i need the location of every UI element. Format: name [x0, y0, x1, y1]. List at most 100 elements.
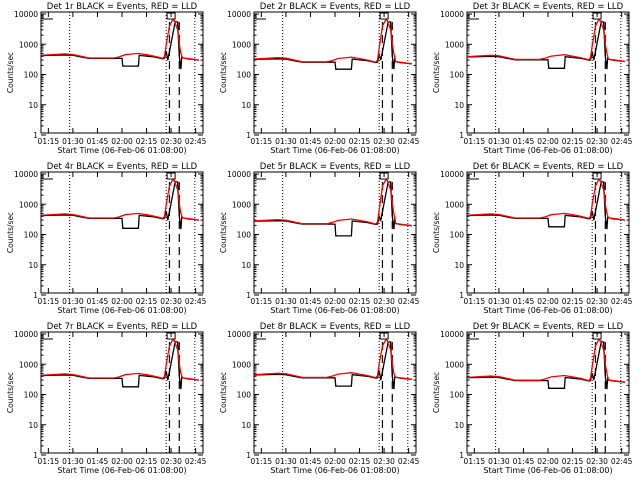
y-tick-label: 10 [241, 101, 251, 110]
x-axis-label: Start Time (06-Feb-06 01:08:00) [270, 306, 399, 315]
y-axis-label: Counts/sec [6, 52, 15, 93]
x-tick-label: 01:15 [251, 137, 273, 146]
series-events-line [41, 341, 199, 390]
y-tick-label: 1 [33, 131, 38, 140]
x-tick-label: 01:15 [38, 137, 60, 146]
x-axis-label: Start Time (06-Feb-06 01:08:00) [57, 146, 186, 155]
peak-marker-box [379, 332, 389, 340]
y-tick-label: 1 [459, 291, 464, 300]
y-tick-label: 10000 [440, 10, 464, 19]
y-tick-label: 10 [454, 101, 464, 110]
peak-marker-box [592, 12, 602, 20]
x-axis-label: Start Time (06-Feb-06 01:08:00) [270, 466, 399, 475]
panel-title: Det 4r BLACK = Events, RED = LLD [47, 162, 198, 172]
x-tick-label: 02:00 [537, 457, 559, 466]
series-lld-line [467, 178, 625, 221]
y-tick-label: 1000 [445, 40, 464, 49]
x-tick-label: 02:00 [537, 137, 559, 146]
y-tick-label: 100 [24, 391, 39, 400]
panel-det-1: Det 1r BLACK = Events, RED = LLD 1 10 100 10… [6, 2, 207, 155]
x-axis-label: Start Time (06-Feb-06 01:08:00) [57, 466, 186, 475]
x-tick-label: 02:45 [398, 297, 420, 306]
y-tick-label: 10000 [227, 330, 251, 339]
corner-marker [255, 334, 266, 340]
y-tick-label: 1000 [232, 200, 251, 209]
x-tick-label: 01:30 [275, 137, 297, 146]
y-tick-label: 10 [454, 261, 464, 270]
y-tick-label: 10000 [14, 330, 38, 339]
x-tick-label: 02:15 [136, 297, 158, 306]
x-tick-label: 02:45 [611, 297, 633, 306]
x-tick-label: 02:30 [586, 457, 608, 466]
x-tick-label: 02:30 [586, 137, 608, 146]
series-lld-line [254, 338, 412, 381]
peak-marker-box [592, 332, 602, 340]
x-tick-label: 02:15 [349, 297, 371, 306]
x-tick-label: 01:45 [87, 297, 109, 306]
x-tick-label: 02:00 [537, 297, 559, 306]
x-tick-label: 01:15 [464, 457, 486, 466]
y-tick-label: 1000 [232, 40, 251, 49]
panel-title: Det 5r BLACK = Events, RED = LLD [260, 162, 411, 172]
x-tick-label: 01:30 [62, 297, 84, 306]
y-tick-label: 100 [24, 231, 39, 240]
peak-marker-box [166, 332, 176, 340]
x-tick-label: 02:15 [349, 457, 371, 466]
x-tick-label: 01:45 [513, 137, 535, 146]
peak-marker-box [379, 172, 389, 180]
series-events-line [467, 181, 625, 230]
x-tick-label: 02:15 [349, 137, 371, 146]
y-tick-label: 10 [241, 261, 251, 270]
y-tick-label: 10 [28, 261, 38, 270]
y-tick-label: 1000 [232, 360, 251, 369]
x-tick-label: 01:45 [300, 297, 322, 306]
x-tick-label: 02:30 [373, 297, 395, 306]
x-tick-label: 01:45 [87, 137, 109, 146]
peak-marker-box [379, 12, 389, 20]
y-tick-label: 100 [237, 391, 252, 400]
y-tick-label: 1 [33, 291, 38, 300]
x-tick-label: 02:30 [160, 297, 182, 306]
x-tick-label: 02:00 [324, 137, 346, 146]
y-axis-label: Counts/sec [219, 52, 228, 93]
series-events-line [41, 181, 199, 230]
panel-title: Det 9r BLACK = Events, RED = LLD [473, 322, 624, 332]
y-tick-label: 1 [459, 131, 464, 140]
y-tick-label: 100 [450, 71, 465, 80]
series-lld-line [41, 178, 199, 221]
y-tick-label: 100 [24, 71, 39, 80]
y-axis-label: Counts/sec [432, 212, 441, 253]
x-tick-label: 02:00 [111, 137, 133, 146]
y-tick-label: 100 [450, 391, 465, 400]
y-tick-label: 1 [246, 291, 251, 300]
y-tick-label: 1 [33, 451, 38, 460]
y-tick-label: 100 [237, 231, 252, 240]
peak-marker-box [166, 12, 176, 20]
x-tick-label: 01:15 [464, 137, 486, 146]
y-tick-label: 10 [241, 421, 251, 430]
y-axis-label: Counts/sec [432, 372, 441, 413]
x-tick-label: 02:00 [111, 457, 133, 466]
panel-title: Det 3r BLACK = Events, RED = LLD [473, 2, 624, 12]
panel-title: Det 8r BLACK = Events, RED = LLD [260, 322, 411, 332]
y-tick-label: 10 [28, 421, 38, 430]
series-lld-line [254, 178, 412, 227]
x-tick-label: 01:30 [275, 297, 297, 306]
x-tick-label: 01:15 [251, 297, 273, 306]
x-tick-label: 02:15 [562, 137, 584, 146]
y-tick-label: 1 [246, 131, 251, 140]
y-tick-label: 10 [28, 101, 38, 110]
y-tick-label: 1000 [19, 40, 38, 49]
y-axis-label: Counts/sec [219, 212, 228, 253]
x-axis-label: Start Time (06-Feb-06 01:08:00) [57, 306, 186, 315]
y-tick-label: 10000 [14, 170, 38, 179]
x-tick-label: 01:15 [251, 457, 273, 466]
corner-marker [255, 174, 266, 180]
series-events-line [254, 181, 412, 237]
x-tick-label: 01:30 [62, 137, 84, 146]
corner-marker [42, 14, 53, 20]
x-tick-label: 02:00 [324, 457, 346, 466]
series-events-line [467, 21, 625, 70]
series-lld-line [254, 18, 412, 65]
